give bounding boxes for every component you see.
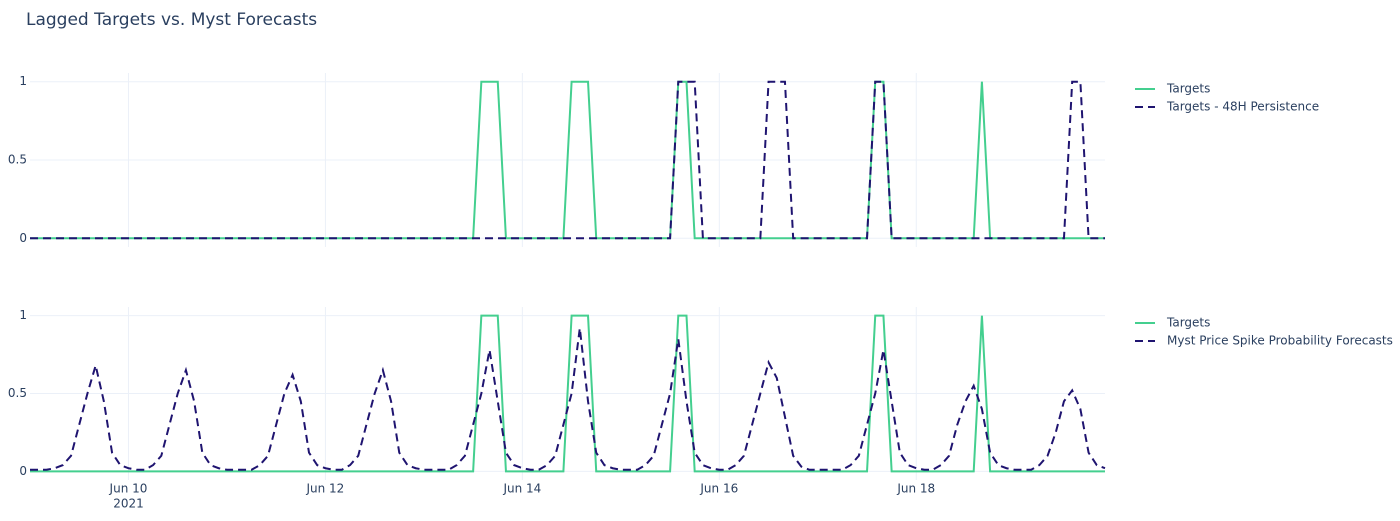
legend-label: Targets - 48H Persistence xyxy=(1166,100,1319,114)
y-tick-label: 1 xyxy=(19,308,27,322)
legend-label: Myst Price Spike Probability Forecasts xyxy=(1167,334,1393,348)
legend-label: Targets xyxy=(1166,82,1210,96)
x-tick-label: Jun 14 xyxy=(502,482,541,496)
x-tick-sublabel: 2021 xyxy=(113,497,144,511)
chart-title: Lagged Targets vs. Myst Forecasts xyxy=(26,10,317,30)
y-tick-label: 0.5 xyxy=(8,153,27,167)
legend-label: Targets xyxy=(1166,316,1210,330)
y-tick-label: 1 xyxy=(19,74,27,88)
x-tick-label: Jun 16 xyxy=(699,482,738,496)
y-tick-label: 0 xyxy=(19,464,27,478)
y-tick-label: 0.5 xyxy=(8,386,27,400)
x-tick-label: Jun 18 xyxy=(896,482,935,496)
x-tick-label: Jun 12 xyxy=(305,482,344,496)
x-tick-label: Jun 10 xyxy=(109,482,148,496)
series-line xyxy=(30,80,1105,240)
y-tick-label: 0 xyxy=(19,231,27,245)
series-line xyxy=(30,314,1105,473)
series-line xyxy=(30,327,1106,471)
